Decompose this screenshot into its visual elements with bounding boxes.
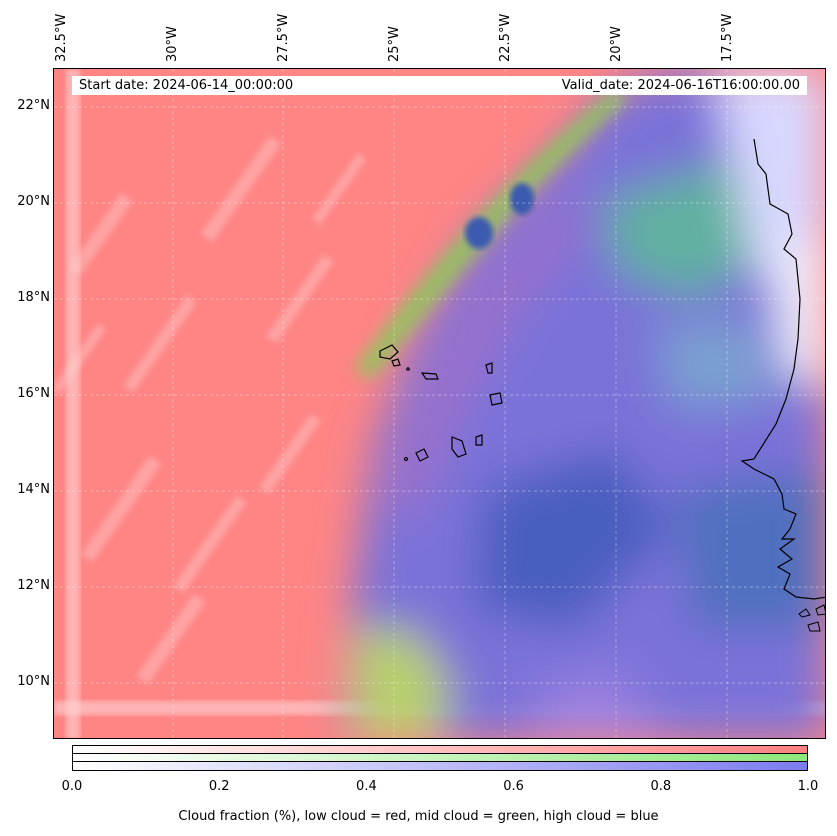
- lat-tick-label: 12°N: [17, 578, 50, 593]
- date-info-box: Start date: 2024-06-14_00:00:00 Valid_da…: [72, 76, 807, 95]
- colorbar-tick-label: 0.6: [503, 779, 524, 794]
- mid-cloud-patch: [354, 629, 454, 738]
- colorbar: [72, 745, 808, 771]
- bijagos-islands: [798, 604, 825, 632]
- valid-date: Valid_date: 2024-06-16T16:00:00.00: [561, 78, 800, 93]
- colorbar-high-cloud: [73, 762, 807, 770]
- lat-tick-label: 22°N: [17, 98, 50, 113]
- colorbar-tick-label: 1.0: [797, 779, 819, 794]
- colorbar-label: Cloud fraction (%), low cloud = red, mid…: [178, 809, 659, 824]
- lat-tick-label: 18°N: [17, 290, 50, 305]
- colorbar-mid-cloud: [73, 754, 807, 762]
- cloud-streaks: [54, 135, 367, 684]
- graticule: [54, 69, 825, 738]
- lat-tick-label: 10°N: [17, 674, 50, 689]
- colorbar-tick-label: 0.2: [208, 779, 230, 794]
- start-date: Start date: 2024-06-14_00:00:00: [79, 78, 294, 93]
- lat-tick-label: 14°N: [17, 482, 50, 497]
- lat-tick-label: 16°N: [17, 386, 50, 401]
- cloud-fraction-map: [53, 68, 826, 739]
- colorbar-tick-label: 0.4: [356, 779, 377, 794]
- coastline: [740, 138, 825, 600]
- lat-tick-label: 20°N: [17, 194, 50, 209]
- colorbar-tick-label: 0.8: [650, 779, 672, 794]
- colorbar-low-cloud: [73, 746, 807, 754]
- cape-verde-islands: [379, 344, 503, 462]
- colorbar-tick-label: 0.0: [61, 779, 83, 794]
- map-canvas: [54, 69, 825, 738]
